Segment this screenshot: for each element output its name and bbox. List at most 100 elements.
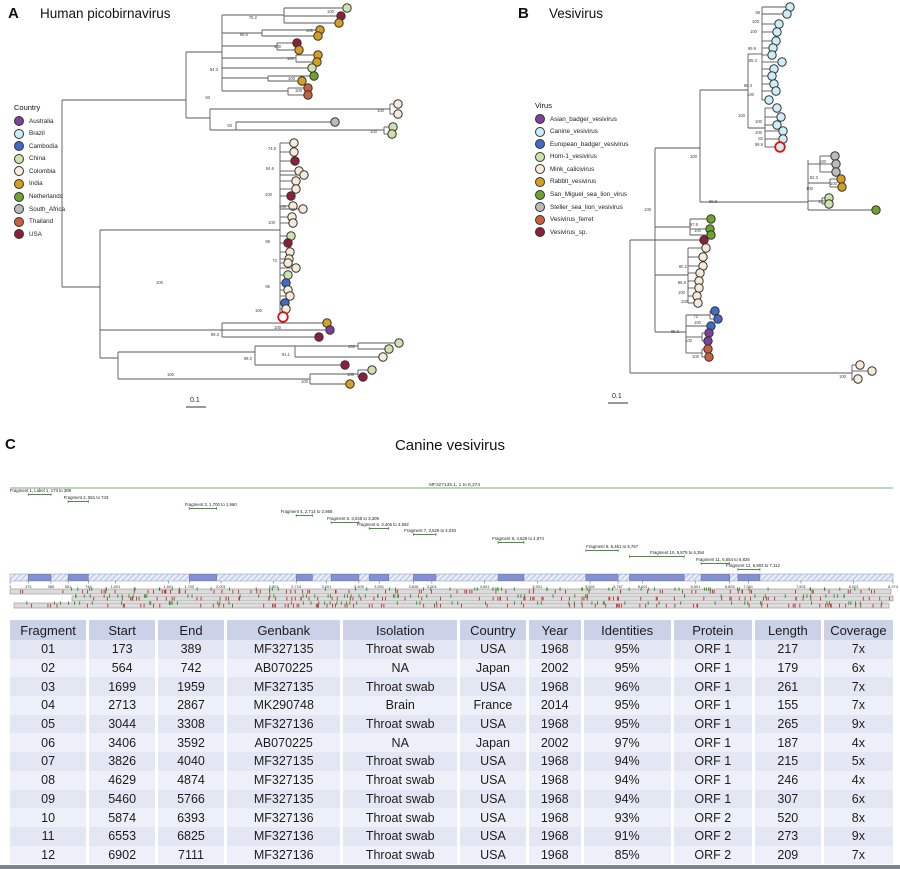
tree-tip <box>340 360 350 370</box>
table-cell: 273 <box>751 826 823 846</box>
table-header-cell: Start <box>86 620 157 640</box>
ruler-tick-label: 3,309 <box>354 584 364 589</box>
mismatch-tick-red <box>523 603 525 608</box>
bootstrap-label: 100 <box>694 320 702 325</box>
tree-tip <box>297 76 307 86</box>
table-cell: 520 <box>751 808 823 827</box>
tree-tip <box>291 263 301 273</box>
mismatch-tick-red <box>712 589 714 594</box>
mismatch-tick-red <box>131 596 133 601</box>
mismatch-tick-green <box>71 587 73 591</box>
virus-legend-title: Virus <box>535 101 552 110</box>
mismatch-tick-red <box>62 589 64 594</box>
table-cell: 3044 <box>86 714 157 734</box>
mismatch-tick-green <box>540 601 542 605</box>
mismatch-tick-green <box>474 587 476 591</box>
table-cell: 1968 <box>525 789 583 809</box>
tree-tip <box>342 3 352 13</box>
mismatch-tick-green <box>171 601 173 605</box>
legend-item-label: Vesivirus_sp. <box>550 228 588 236</box>
tree-tip <box>824 193 834 203</box>
mismatch-tick-green <box>134 587 136 591</box>
ruler-tick-label: 389 <box>48 584 55 589</box>
mismatch-tick-green <box>784 594 786 598</box>
ruler-fragment-segment <box>67 574 89 581</box>
bootstrap-label: 99.3 <box>211 332 220 337</box>
mismatch-tick-green <box>418 594 419 598</box>
legend-item-label: India <box>29 180 43 188</box>
mismatch-tick-red <box>880 603 882 608</box>
mismatch-tick-green <box>310 601 312 605</box>
table-row: 04 2713 2867 MK290748 Brain France 2014 95% ORF … <box>10 696 893 715</box>
tree-tip <box>769 79 779 89</box>
mismatch-tick-red <box>136 596 138 601</box>
mismatch-tick-red <box>238 589 240 594</box>
mismatch-tick-green <box>648 587 650 591</box>
tree-tip <box>345 379 355 389</box>
bootstrap-label: 100 <box>755 119 763 124</box>
mismatch-tick-red <box>693 603 694 608</box>
mismatch-tick-green <box>302 601 304 605</box>
mismatch-tick-red <box>315 603 317 608</box>
mismatch-tick-green <box>396 601 398 605</box>
tree-tip <box>772 103 782 113</box>
mismatch-tick-green <box>810 587 812 591</box>
bootstrap-label: 85.3 <box>749 58 758 63</box>
mismatch-tick-green <box>419 601 421 605</box>
mismatch-tick-red <box>748 603 750 608</box>
mismatch-tick-red <box>569 603 571 608</box>
mismatch-tick-green <box>485 601 486 605</box>
mismatch-tick-red <box>213 589 215 594</box>
mismatch-tick-green <box>654 587 655 591</box>
mismatch-tick-red <box>464 589 466 594</box>
mismatch-tick-green <box>349 601 351 605</box>
mismatch-tick-red <box>659 589 661 594</box>
legend-item-label: Colombia <box>29 167 56 175</box>
mismatch-tick-green <box>170 601 172 605</box>
mismatch-tick-red <box>645 603 647 608</box>
mismatch-tick-red <box>106 596 108 601</box>
bootstrap-label: 82 <box>758 136 763 141</box>
mismatch-tick-red <box>263 603 265 608</box>
bootstrap-label: 98.6 <box>240 32 249 37</box>
mismatch-tick-red <box>656 603 658 608</box>
mismatch-tick-red <box>523 596 525 601</box>
country-legend-items: Australia Brazil Cambodia China Colombia Indi… <box>14 116 65 240</box>
table-header-cell: Year <box>525 620 583 640</box>
legend-item-label: Brazil <box>29 130 45 138</box>
mismatch-tick-green <box>678 587 680 591</box>
mismatch-tick-green <box>513 587 515 591</box>
bootstrap-label: 100 <box>288 76 296 81</box>
legend-color-dot <box>14 216 24 227</box>
mismatch-tick-red <box>287 603 289 608</box>
tree-tip <box>855 360 865 370</box>
tree-tip <box>312 57 322 67</box>
tree-tip <box>824 199 834 209</box>
tree-tip <box>330 117 340 127</box>
mismatch-tick-red <box>616 603 618 608</box>
fragment-label: Fragment 12, 6,903 to 7,112 <box>726 563 781 568</box>
legend-color-dot <box>14 178 24 189</box>
table-header-cell: End <box>155 620 226 640</box>
bootstrap-label: 100 <box>819 159 827 164</box>
ruler-tick-label: 6,001 <box>638 584 648 589</box>
tree-tip <box>837 182 847 192</box>
fragment-label: Fragment 3, 1,700 to 1,960 <box>185 502 237 507</box>
mismatch-tick-red <box>506 596 508 601</box>
mismatch-tick-green <box>366 587 368 591</box>
mismatch-tick-green <box>314 594 316 598</box>
mismatch-tick-red <box>792 603 794 608</box>
tree-tip <box>393 109 403 119</box>
mismatch-tick-green <box>290 601 292 605</box>
mismatch-tick-green <box>826 601 828 605</box>
mismatch-tick-green <box>624 601 626 605</box>
mismatch-tick-green <box>74 601 75 605</box>
mismatch-tick-red <box>200 596 202 601</box>
genome-fragment-map: MF327135.1, 1 to 8,374 Fragment 1, Label … <box>9 482 899 609</box>
mismatch-tick-red <box>616 603 617 608</box>
ruler-tick-label: 2,501 <box>269 584 279 589</box>
ruler-fragment-segment <box>629 574 685 581</box>
mismatch-tick-green <box>79 601 81 605</box>
fragment-label: Fragment 2, 551 to 743 <box>64 495 109 500</box>
mismatch-tick-red <box>274 603 276 608</box>
